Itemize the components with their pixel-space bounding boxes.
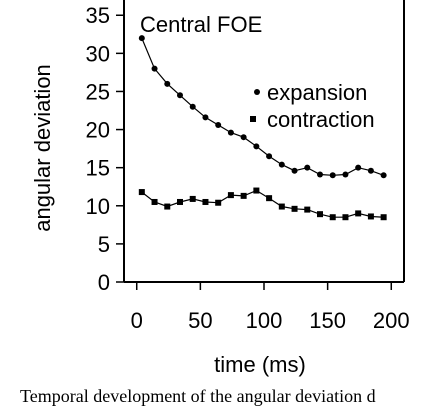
data-point-expansion: [380, 172, 387, 179]
y-axis-label: angular deviation: [30, 64, 55, 232]
data-point-expansion: [329, 172, 336, 179]
legend-label-expansion: expansion: [267, 80, 367, 105]
x-tick-label: 50: [188, 308, 212, 333]
data-point-expansion: [240, 134, 247, 141]
data-point-contraction: [164, 203, 171, 210]
x-tick-label: 0: [131, 308, 143, 333]
axes: [123, 0, 405, 283]
y-tick-label: 15: [86, 156, 110, 181]
data-point-contraction: [151, 198, 158, 205]
figure-caption: Temporal development of the angular devi…: [20, 386, 376, 406]
y-tick-label: 35: [86, 3, 110, 28]
legend-marker-expansion: [254, 89, 260, 95]
y-tick-label: 0: [98, 270, 110, 295]
y-tick-label: 20: [86, 118, 110, 143]
data-point-expansion: [304, 164, 311, 171]
data-point-contraction: [291, 205, 298, 212]
data-point-expansion: [317, 171, 323, 178]
data-point-expansion: [138, 35, 145, 42]
data-point-contraction: [317, 211, 323, 218]
data-point-contraction: [215, 199, 222, 206]
data-point-contraction: [329, 214, 336, 221]
data-point-contraction: [355, 210, 362, 217]
data-point-contraction: [380, 214, 387, 221]
data-point-contraction: [278, 203, 285, 210]
data-point-contraction: [367, 213, 374, 220]
x-tick-label: 150: [309, 308, 346, 333]
y-tick-label: 30: [86, 41, 110, 66]
series-expansion: [138, 35, 387, 179]
series-contraction: [138, 187, 387, 221]
data-point-contraction: [240, 192, 247, 199]
data-point-contraction: [266, 195, 273, 202]
data-point-contraction: [177, 198, 183, 205]
data-point-contraction: [342, 214, 349, 221]
legend-marker-contraction: [250, 116, 256, 122]
data-point-expansion: [227, 129, 234, 136]
data-point-expansion: [266, 153, 273, 160]
data-point-expansion: [164, 80, 171, 87]
data-point-contraction: [202, 198, 209, 205]
data-point-expansion: [151, 65, 158, 72]
data-point-contraction: [189, 195, 196, 202]
data-point-contraction: [138, 189, 145, 196]
y-tick-label: 10: [86, 194, 110, 219]
x-tick-label: 200: [373, 308, 410, 333]
data-point-expansion: [189, 103, 196, 110]
data-point-expansion: [253, 143, 260, 150]
legend-label-contraction: contraction: [267, 107, 375, 132]
data-point-contraction: [304, 206, 311, 213]
series-layer: [138, 35, 387, 221]
x-axis-label: time (ms): [214, 352, 306, 377]
data-point-expansion: [202, 114, 209, 121]
y-ticks: 0 5 10 15 20 25 30 35: [86, 3, 124, 295]
data-point-contraction: [253, 187, 260, 194]
data-point-expansion: [177, 92, 183, 99]
chart-title: Central FOE: [140, 12, 262, 37]
data-point-expansion: [291, 167, 298, 174]
x-ticks: 0 50 100 150 200: [131, 282, 410, 333]
data-point-expansion: [215, 121, 222, 128]
x-tick-label: 100: [246, 308, 283, 333]
data-point-expansion: [355, 164, 362, 171]
data-point-expansion: [342, 171, 349, 178]
data-point-contraction: [227, 192, 234, 199]
data-point-expansion: [278, 161, 285, 168]
y-tick-label: 5: [98, 232, 110, 257]
data-point-expansion: [367, 167, 374, 174]
y-tick-label: 25: [86, 79, 110, 104]
